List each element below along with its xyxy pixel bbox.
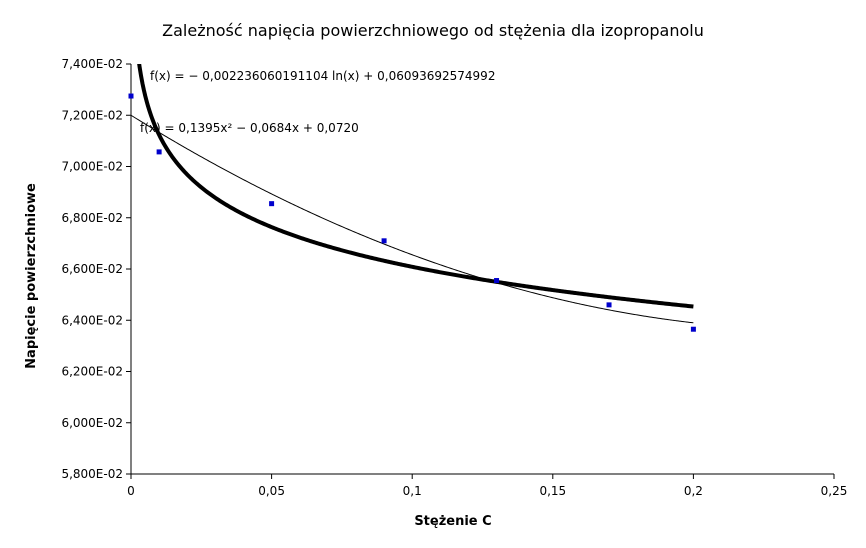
x-axis-title: Stężenie C	[414, 514, 491, 529]
x-tick-label: 0	[127, 484, 135, 498]
plot-area: 5,800E-02 6,000E-02 6,200E-02 6,400E-02 6,60…	[61, 57, 848, 498]
log-trendline	[137, 64, 694, 309]
x-tick-label: 0,25	[821, 484, 848, 498]
data-point	[381, 238, 387, 244]
x-tick-label: 0,05	[258, 484, 285, 498]
y-tick-label: 6,200E-02	[61, 365, 123, 379]
y-tick-label: 6,000E-02	[61, 416, 123, 430]
y-tick-label: 5,800E-02	[61, 467, 123, 481]
data-point	[606, 302, 612, 308]
data-point	[128, 93, 134, 99]
y-tick-label: 7,000E-02	[61, 160, 123, 174]
data-point	[269, 201, 275, 207]
y-axis-title: Napięcie powierzchniowe	[24, 183, 39, 369]
y-tick-label: 7,200E-02	[61, 108, 123, 122]
y-tick-label: 7,400E-02	[61, 57, 123, 71]
y-tick-label: 6,800E-02	[61, 211, 123, 225]
chart-title: Zależność napięcia powierzchniowego od s…	[162, 21, 704, 40]
x-tick-label: 0,1	[403, 484, 422, 498]
data-point	[494, 278, 500, 284]
data-point	[690, 326, 696, 332]
poly-trendline-equation: f(x) = 0,1395x² − 0,0684x + 0,0720	[140, 121, 359, 135]
x-tick-label: 0,2	[684, 484, 703, 498]
y-tick-label: 6,400E-02	[61, 313, 123, 327]
x-tick-label: 0,15	[539, 484, 566, 498]
log-trendline-equation: f(x) = − 0,002236060191104 ln(x) + 0,060…	[150, 69, 495, 83]
data-point	[156, 149, 162, 155]
poly-trendline	[131, 114, 694, 324]
y-tick-label: 6,600E-02	[61, 262, 123, 276]
